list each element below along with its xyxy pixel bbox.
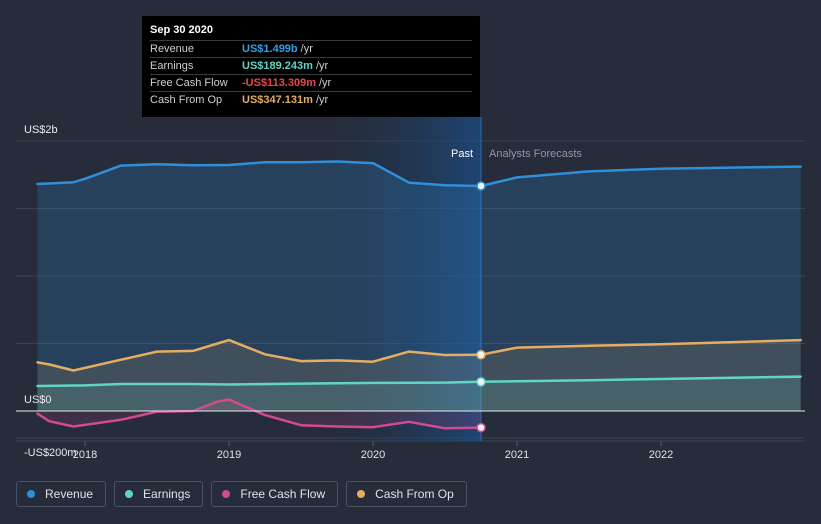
series-line-revenue-forecast	[479, 165, 802, 188]
tooltip-value: US$347.131m	[242, 94, 313, 106]
legend-dot-icon	[27, 490, 35, 498]
tooltip-unit: /yr	[319, 77, 332, 89]
series-marker-earnings	[476, 377, 486, 387]
tooltip-label: Cash From Op	[150, 94, 223, 106]
series-markers	[476, 181, 486, 433]
tooltip-label: Free Cash Flow	[150, 77, 228, 89]
series-line-revenue-past	[36, 160, 483, 188]
series-line-free-cash-flow-past	[36, 398, 483, 430]
y-axis-label: US$2b	[24, 124, 58, 136]
legend-label: Revenue	[45, 487, 94, 501]
past-highlight-band	[332, 117, 481, 441]
x-axis-label: 2020	[361, 449, 385, 461]
series-marker-revenue	[476, 181, 486, 191]
tooltip-value: US$1.499b	[242, 43, 298, 55]
series-area-free-cash-flow	[37, 399, 481, 429]
tooltip-label: Revenue	[150, 43, 195, 55]
tooltip-row-earnings: Earnings US$189.243m /yr	[150, 57, 472, 74]
past-label: Past	[451, 148, 473, 160]
tooltip-label: Earnings	[150, 60, 194, 72]
series-line-earnings-past	[36, 380, 483, 388]
series-area-cash-from-op	[37, 340, 801, 411]
series-area-revenue	[37, 161, 801, 411]
x-axis-label: 2018	[73, 449, 97, 461]
tooltip: Sep 30 2020 Revenue US$1.499b /yr Earnin…	[142, 16, 480, 117]
x-axis-label: 2022	[649, 449, 673, 461]
tooltip-row-free-cash-flow: Free Cash Flow -US$113.309m /yr	[150, 74, 472, 91]
series-line-earnings-forecast	[479, 375, 802, 384]
tooltip-unit: /yr	[315, 60, 329, 72]
y-axis-label: -US$200m	[24, 447, 77, 459]
series-marker-cash-from-op	[476, 349, 486, 360]
forecast-label: Analysts Forecasts	[489, 148, 582, 160]
legend-dot-icon	[222, 490, 231, 498]
legend: Revenue Earnings Free Cash Flow Cash Fro…	[16, 481, 467, 507]
x-axis-label: 2019	[217, 449, 241, 461]
past-band	[332, 117, 482, 441]
legend-dot-icon	[357, 490, 366, 498]
tooltip-unit: /yr	[315, 94, 329, 106]
tooltip-value: US$189.243m	[242, 60, 313, 72]
legend-label: Earnings	[143, 487, 191, 501]
legend-item-free-cash-flow[interactable]: Free Cash Flow	[211, 481, 339, 507]
tooltip-unit: /yr	[300, 43, 313, 55]
tooltip-row-revenue: Revenue US$1.499b /yr	[150, 40, 472, 57]
y-axis-label: US$0	[24, 394, 52, 406]
legend-item-earnings[interactable]: Earnings	[114, 481, 204, 507]
series-areas	[37, 161, 801, 429]
series-lines	[36, 160, 802, 430]
legend-label: Free Cash Flow	[240, 487, 326, 501]
tooltip-value: -US$113.309m	[242, 77, 316, 89]
series-line-cash-from-op-past	[36, 338, 483, 372]
legend-label: Cash From Op	[375, 487, 454, 501]
series-marker-free-cash-flow	[476, 422, 486, 433]
x-axis-label: 2021	[505, 449, 529, 461]
legend-dot-icon	[125, 490, 134, 498]
legend-item-cash-from-op[interactable]: Cash From Op	[346, 481, 467, 507]
tooltip-row-cash-from-op: Cash From Op US$347.131m /yr	[150, 91, 472, 108]
legend-item-revenue[interactable]: Revenue	[16, 481, 107, 507]
tooltip-date: Sep 30 2020	[150, 24, 213, 36]
series-line-cash-from-op-forecast	[479, 338, 802, 356]
